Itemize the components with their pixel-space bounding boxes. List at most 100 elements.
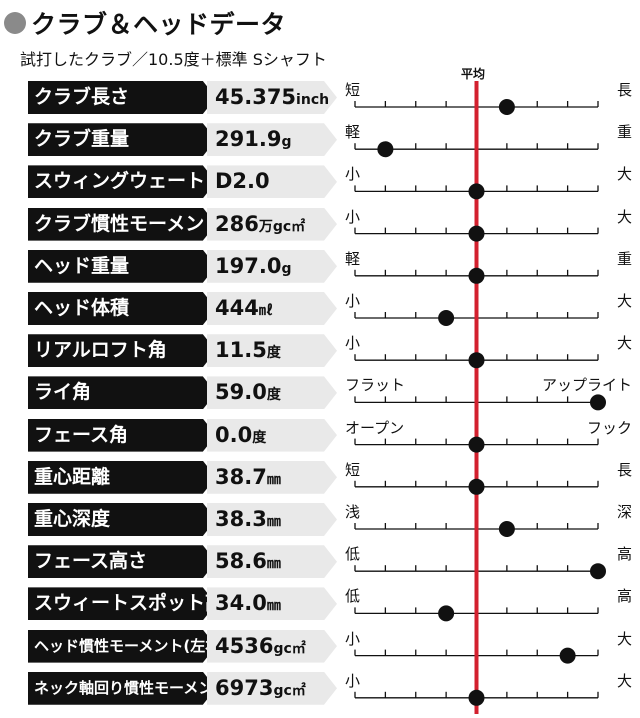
- row-value: 58.6㎜: [207, 545, 337, 579]
- scale-low-label: フラット: [345, 376, 406, 395]
- row-value-unit: g: [281, 134, 292, 151]
- scale-high-label: 重: [616, 123, 632, 142]
- scale-high-label: 深: [616, 503, 632, 521]
- scale-high-label: 大: [616, 207, 632, 226]
- row-value-number: D2.0: [215, 169, 270, 194]
- row-value-unit: ㎜: [266, 471, 281, 488]
- row-value: 38.7㎜: [207, 460, 337, 494]
- row-label: ヘッド重量: [28, 249, 216, 283]
- row-value-number: 34.0: [215, 591, 267, 616]
- row-label: 重心距離: [28, 460, 216, 494]
- row-value-number: 0.0: [215, 422, 253, 447]
- row-value: 45.375inch: [207, 81, 337, 114]
- position-marker: [468, 352, 485, 369]
- row-value-number: 59.0: [215, 380, 267, 405]
- row-value: 197.0g: [207, 249, 337, 283]
- scale-low-label: 短: [345, 81, 361, 99]
- position-marker: [468, 689, 485, 706]
- row-value: 59.0度: [207, 376, 337, 410]
- row-value-number: 197.0: [215, 253, 282, 278]
- row-value: 291.9g: [207, 123, 337, 157]
- row-value-number: 286: [215, 211, 259, 236]
- row-value: 11.5度: [207, 334, 337, 368]
- scale-high-label: 大: [616, 292, 632, 310]
- row-label: スウィングウェート: [28, 165, 216, 199]
- row-value-number: 38.3: [215, 507, 267, 531]
- row-label: フェース高さ: [28, 545, 216, 579]
- position-marker: [590, 563, 606, 580]
- row-value-number: 444: [215, 296, 259, 320]
- scale-high-label: 重: [616, 249, 632, 268]
- scale-low-label: 小: [345, 292, 361, 310]
- row-label: クラブ重量: [28, 123, 216, 157]
- chart-title: クラブ＆ヘッドデータ: [4, 6, 286, 40]
- row-value-number: 11.5: [215, 338, 267, 363]
- position-marker: [468, 267, 485, 284]
- data-row: スウィングウェート D2.0 小 大: [0, 161, 640, 203]
- scale-high-label: 長: [616, 460, 632, 479]
- row-value-number: 45.375: [215, 85, 297, 109]
- row-value: 4536gc㎡: [207, 629, 337, 663]
- row-label: リアルロフト角: [28, 334, 216, 368]
- position-marker: [559, 647, 576, 664]
- data-row: クラブ長さ 45.375inch 短 長: [0, 77, 640, 119]
- row-value-number: 291.9: [215, 127, 282, 152]
- row-value: 444㎖: [207, 292, 337, 325]
- row-value-unit: ㎜: [266, 598, 281, 615]
- data-row: フェース角 0.0度 オープン フック: [0, 415, 640, 457]
- position-marker: [468, 436, 485, 453]
- data-row: ライ角 59.0度 フラット アップライト: [0, 372, 640, 414]
- title-text: クラブ＆ヘッドデータ: [31, 10, 287, 39]
- data-row: ヘッド重量 197.0g 軽 重: [0, 246, 640, 288]
- position-marker: [438, 310, 455, 326]
- average-label: 平均: [461, 67, 486, 81]
- row-value-unit: ㎜: [266, 556, 281, 573]
- row-label: クラブ長さ: [28, 81, 216, 114]
- scale-low-label: 低: [345, 545, 361, 564]
- row-value-unit: g: [281, 260, 292, 277]
- scale-high-label: 大: [616, 629, 632, 648]
- row-value-unit: ㎜: [266, 514, 281, 530]
- row-value-unit: 度: [266, 345, 281, 362]
- position-marker: [590, 394, 606, 411]
- scale-high-label: 大: [616, 165, 632, 184]
- scale-low-label: 小: [345, 207, 361, 226]
- row-value-number: 4536: [215, 633, 274, 658]
- position-marker: [438, 605, 455, 622]
- scale-high-label: 高: [616, 545, 632, 564]
- row-value-unit: gc㎡: [273, 682, 306, 699]
- scale-high-label: 長: [616, 81, 632, 99]
- scale-low-label: 軽: [345, 123, 361, 142]
- row-value-unit: 度: [266, 387, 281, 404]
- row-label: スウィートスポット高さ: [28, 587, 216, 621]
- row-value: 34.0㎜: [207, 587, 337, 621]
- row-value-number: 38.7: [215, 464, 267, 489]
- scale-high-label: 大: [616, 671, 632, 690]
- row-label: ヘッド慣性モーメント(左右方向): [28, 629, 216, 663]
- row-value: D2.0: [207, 165, 337, 199]
- scale-low-label: 小: [345, 629, 361, 648]
- title-bullet-icon: [4, 12, 26, 34]
- scale-high-label: フック: [586, 418, 632, 437]
- row-label: フェース角: [28, 418, 216, 452]
- row-value-unit: inch: [296, 92, 330, 108]
- row-value-number: 58.6: [215, 549, 267, 574]
- row-value-unit: 度: [252, 429, 267, 446]
- data-row: クラブ重量 291.9g 軽 重: [0, 119, 640, 161]
- scale-low-label: 低: [345, 587, 361, 606]
- row-value: 6973gc㎡: [207, 671, 337, 705]
- row-label: ネック軸回り慣性モーメント: [28, 671, 216, 705]
- row-label: 重心深度: [28, 503, 216, 536]
- scale-low-label: オープン: [345, 418, 405, 437]
- row-value: 0.0度: [207, 418, 337, 452]
- row-value: 286万gc㎡: [207, 207, 337, 241]
